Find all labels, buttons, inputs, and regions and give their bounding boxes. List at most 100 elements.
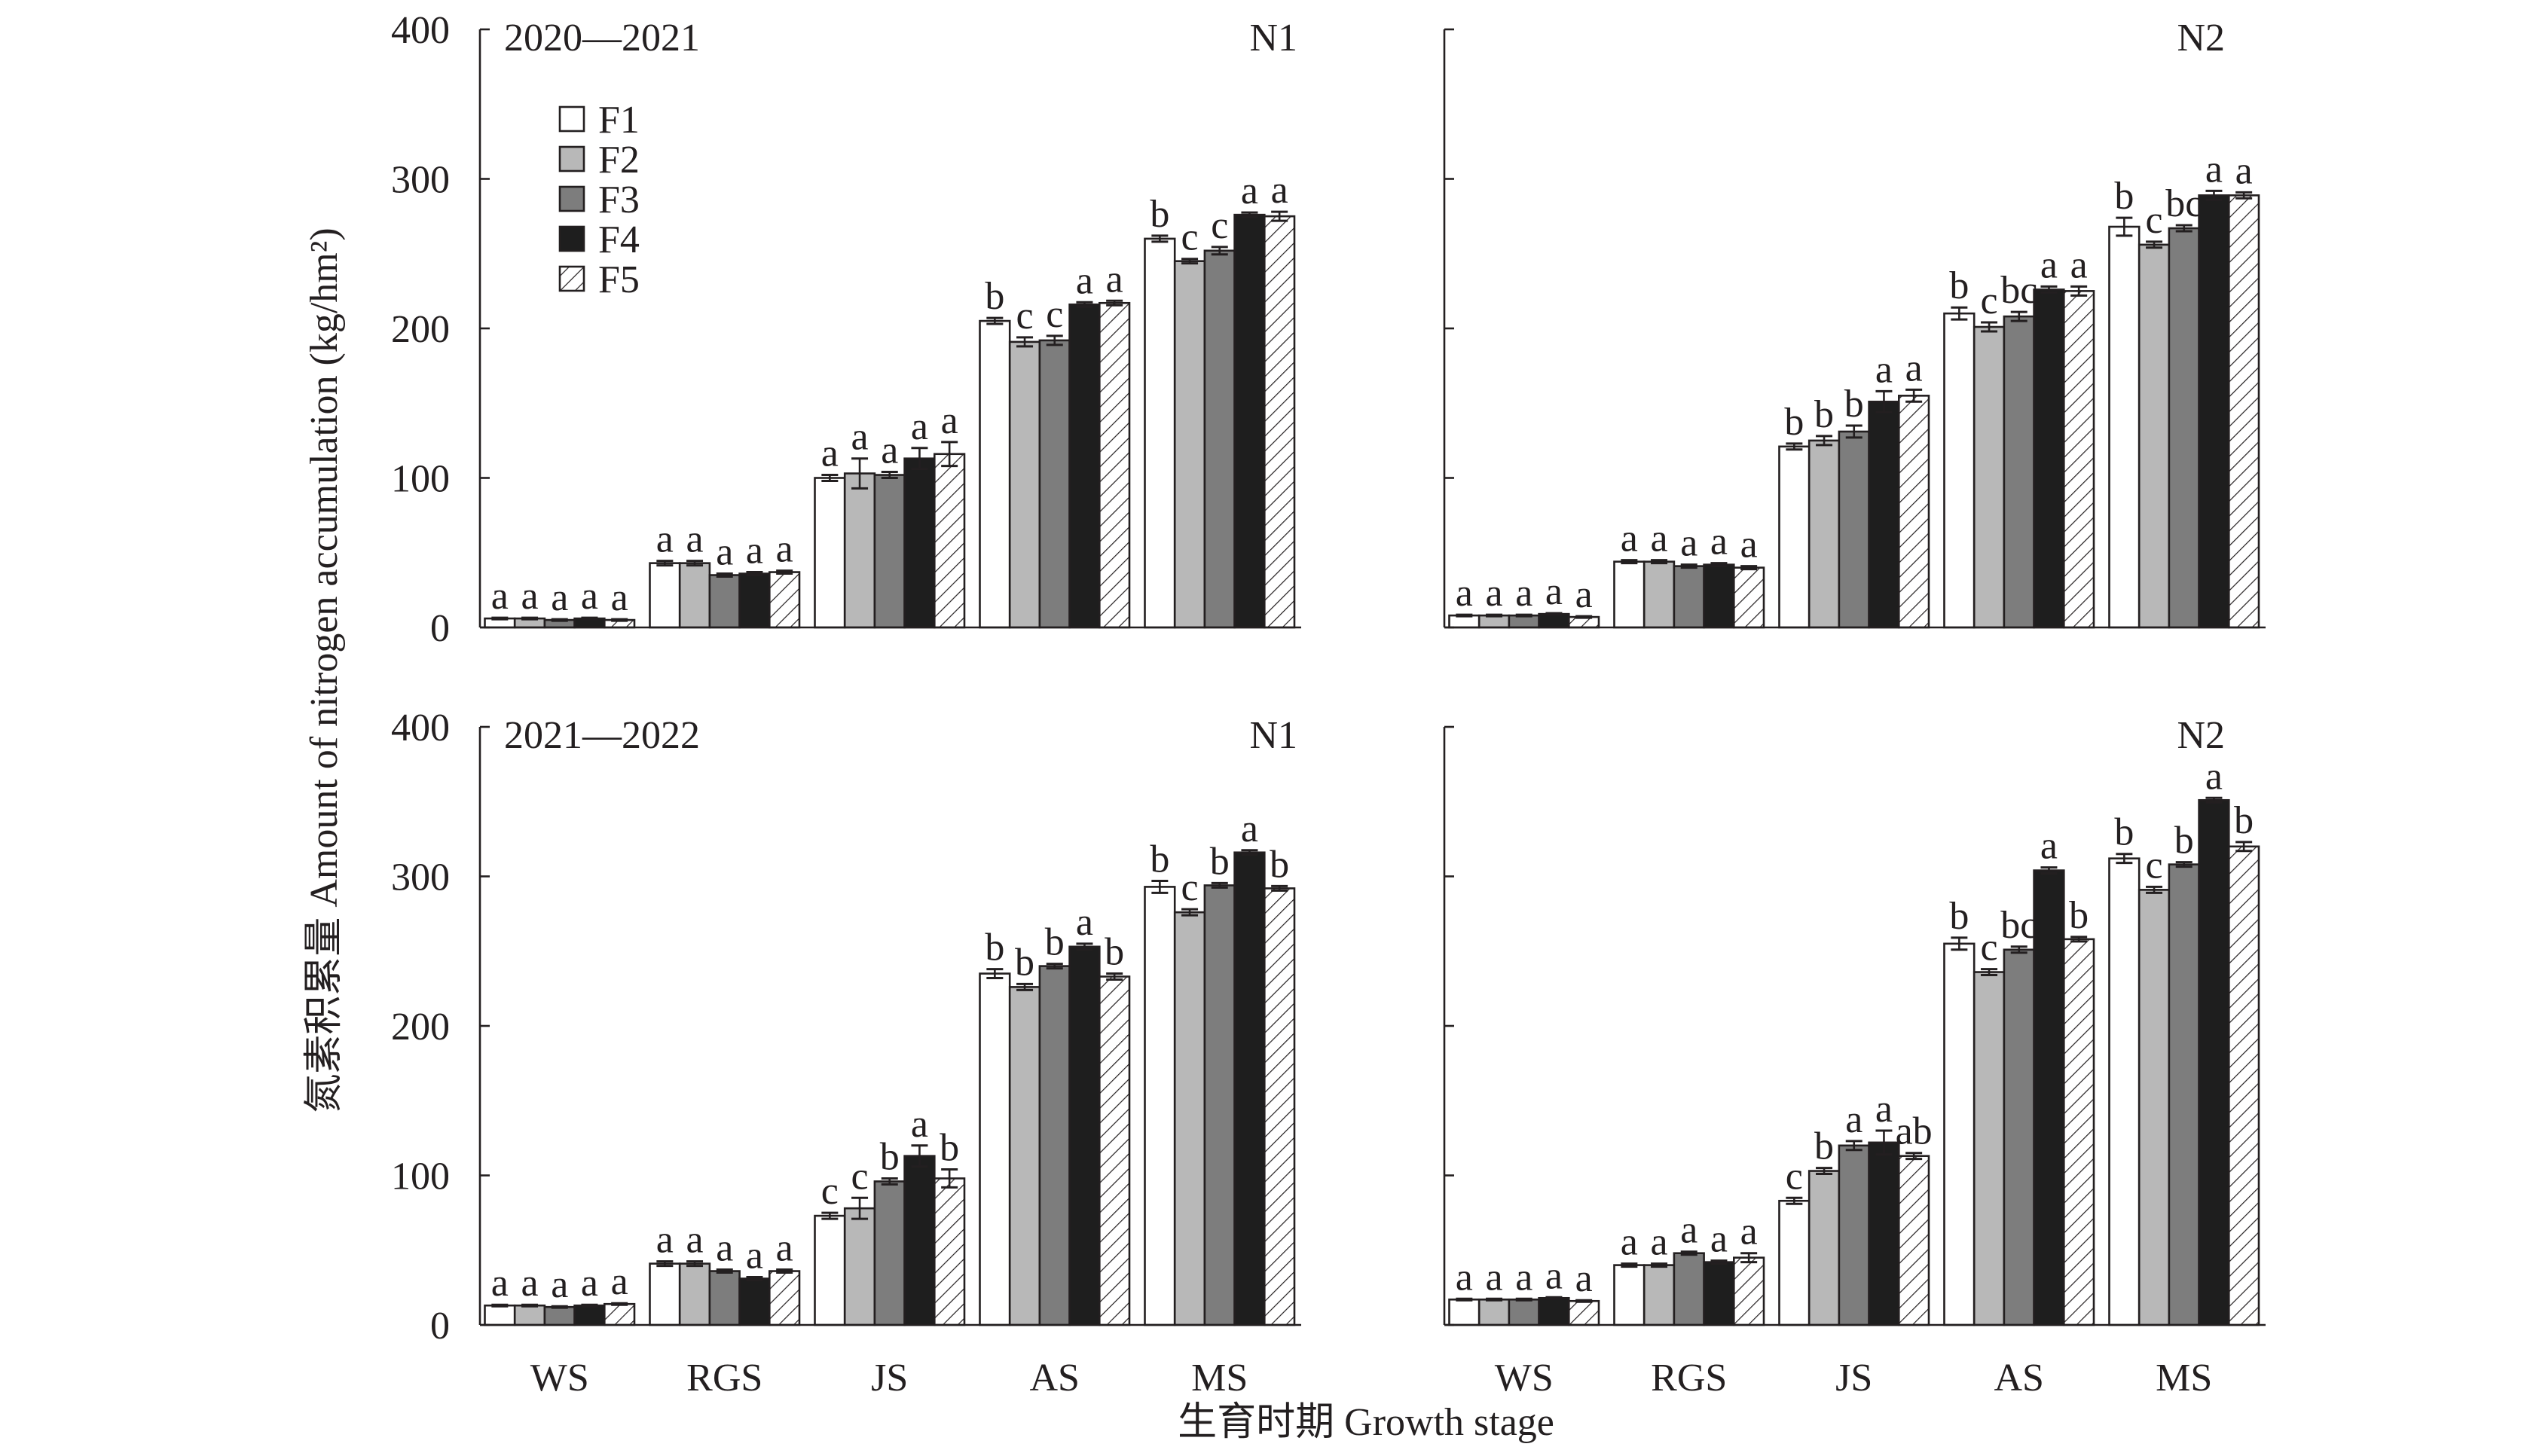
y-tick-label: 300 (391, 856, 450, 899)
bar-F4-WS (1538, 612, 1570, 629)
significance-letter: a (941, 399, 958, 442)
error-bar-F4-RGS (1710, 1259, 1728, 1265)
bar-F4-MS (1233, 851, 1266, 1326)
error-bar-F3-AS (2010, 945, 2027, 954)
bar-F5-RGS (768, 1270, 801, 1326)
error-bar-F4-WS (581, 1303, 598, 1308)
error-bar-F5-AS (1106, 299, 1123, 307)
significance-letter: a (776, 1227, 793, 1270)
error-bar-F2-AS (1981, 321, 1998, 333)
significance-letter: a (1710, 520, 1728, 563)
panel-nitrogen-label: N2 (2177, 714, 2225, 757)
bar-F3-AS (2003, 315, 2035, 629)
significance-letter: b (1784, 401, 1804, 444)
error-bar-F3-JS (881, 1177, 898, 1186)
y-tick-label: 100 (391, 1155, 450, 1198)
significance-letter: a (1486, 1256, 1503, 1299)
error-bar-F4-AS (1076, 301, 1093, 308)
error-bar-F1-JS (1786, 442, 1803, 451)
bar-F4-JS (1868, 1141, 1900, 1326)
error-bar-F5-JS (1905, 388, 1923, 403)
significance-letter: a (1651, 517, 1668, 560)
error-bar-F4-AS (2040, 866, 2058, 875)
error-bar-F5-MS (2235, 191, 2253, 200)
legend-item-F2: F2 (558, 139, 640, 182)
bar-F1-RGS (1613, 1264, 1646, 1326)
bar-F1-AS (979, 319, 1011, 629)
significance-letter: a (2235, 149, 2253, 192)
error-bar-F1-MS (2116, 853, 2133, 865)
significance-letter: a (1680, 522, 1697, 565)
error-bar-F3-RGS (1680, 1250, 1697, 1256)
error-bar-F2-JS (1816, 1167, 1833, 1176)
significance-letter: a (1515, 1256, 1532, 1299)
bar-F5-JS (1898, 1155, 1930, 1326)
error-bar-F5-AS (2070, 936, 2088, 943)
bar-F3-WS (543, 1305, 576, 1326)
significance-letter: a (1486, 572, 1503, 615)
bar-F3-JS (873, 474, 906, 629)
x-tick-label: JS (871, 1357, 908, 1400)
error-bar-F4-RGS (746, 571, 763, 577)
significance-letter: b (2114, 175, 2134, 218)
bar-F2-WS (513, 1304, 546, 1326)
error-bar-F5-WS (611, 618, 628, 622)
significance-letter: b (1844, 383, 1864, 426)
panel-nitrogen-label: N1 (1249, 17, 1297, 60)
bar-F4-AS (1068, 945, 1101, 1326)
error-bar-F1-WS (1456, 1297, 1473, 1302)
legend-label: F5 (598, 258, 640, 301)
significance-letter: a (521, 1262, 539, 1305)
legend-item-F5: F5 (558, 258, 640, 301)
bar-F4-AS (2033, 288, 2065, 629)
error-bar-F5-AS (2070, 285, 2088, 297)
error-bar-F5-JS (1905, 1152, 1923, 1161)
significance-letter: b (1015, 941, 1034, 984)
error-bar-F5-RGS (776, 569, 793, 575)
error-bar-F3-RGS (716, 1268, 733, 1274)
bar-F3-AS (1038, 965, 1071, 1326)
significance-letter: a (656, 1219, 674, 1262)
error-bar-F2-MS (1181, 908, 1199, 917)
bar-F2-JS (843, 472, 876, 629)
error-bar-F2-RGS (1651, 1262, 1668, 1268)
y-tick-label: 200 (391, 1006, 450, 1049)
significance-letter: b (1150, 838, 1169, 881)
significance-letter: a (821, 432, 839, 475)
error-bar-F1-RGS (656, 560, 674, 567)
error-bar-F5-RGS (776, 1268, 793, 1274)
significance-letter: a (716, 531, 733, 574)
significance-letter: a (746, 1234, 763, 1277)
significance-letter: c (1181, 866, 1199, 909)
significance-letter: c (2146, 844, 2163, 887)
error-bar-F3-JS (1845, 1140, 1862, 1152)
bar-F4-MS (2198, 194, 2230, 629)
bar-F1-MS (2108, 225, 2141, 629)
error-bar-F1-AS (986, 316, 1004, 325)
significance-letter: a (1710, 1218, 1728, 1261)
significance-letter: a (611, 1260, 628, 1303)
bar-F4-MS (2198, 798, 2230, 1326)
error-bar-F5-JS (941, 441, 958, 468)
legend-swatch (558, 225, 585, 252)
error-bar-F2-JS (1816, 435, 1833, 447)
bar-F5-JS (1898, 395, 1930, 629)
significance-letter: b (1949, 264, 1969, 307)
bar-F2-MS (2138, 889, 2171, 1326)
y-tick-label: 200 (391, 308, 450, 351)
error-bar-F5-MS (1271, 884, 1288, 892)
error-bar-F4-AS (1076, 942, 1093, 951)
error-bar-F2-RGS (686, 1260, 704, 1268)
bar-F2-JS (1807, 439, 1841, 629)
error-bar-F5-MS (2235, 841, 2253, 853)
bar-F1-MS (1144, 237, 1176, 629)
error-bar-F4-WS (1545, 612, 1563, 616)
significance-letter: a (776, 528, 793, 571)
significance-letter: a (1740, 523, 1758, 566)
significance-letter: a (581, 1262, 598, 1305)
bar-F3-RGS (1673, 565, 1705, 629)
bar-F2-RGS (1642, 1264, 1676, 1326)
legend-label: F4 (598, 218, 640, 261)
bar-F5-AS (1099, 975, 1131, 1326)
